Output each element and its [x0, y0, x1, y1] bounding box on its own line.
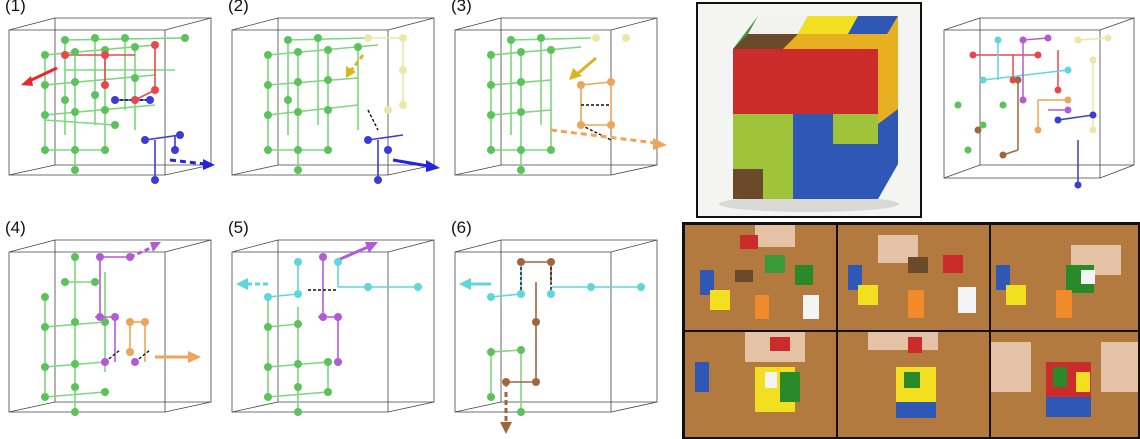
panel-1-diagram [8, 17, 215, 184]
panel-3-diagram [454, 17, 667, 176]
panel-4-diagram [8, 239, 212, 416]
panel-2: (2) [228, 0, 443, 215]
panel-6: (6) [451, 218, 671, 437]
cube-illustration [698, 4, 920, 216]
final-diagram [928, 0, 1140, 215]
panel-5-diagram [231, 239, 435, 416]
assembly-photo-1 [685, 225, 836, 330]
assembly-photo-5 [838, 332, 989, 437]
panel-3-label: (3) [451, 0, 472, 15]
panel-1: (1) [5, 0, 215, 215]
panel-2-diagram [231, 17, 440, 184]
assembly-photo-6 [991, 332, 1138, 437]
final-diagram-svg [943, 17, 1135, 189]
assembly-photo-4 [685, 332, 836, 437]
assembly-photo-3 [991, 225, 1138, 330]
panel-5: (5) [228, 218, 443, 437]
panel-1-label: (1) [5, 0, 26, 15]
panel-2-label: (2) [228, 0, 249, 15]
panel-5-label: (5) [228, 218, 249, 237]
assembly-sequence-photos [682, 222, 1140, 439]
assembly-photo-2 [838, 225, 989, 330]
panel-6-label: (6) [451, 218, 472, 237]
panel-6-diagram [454, 239, 658, 434]
assembled-cube-photo [696, 2, 922, 218]
panel-4: (4) [5, 218, 215, 437]
panel-3: (3) [451, 0, 671, 215]
panel-4-label: (4) [5, 218, 26, 237]
